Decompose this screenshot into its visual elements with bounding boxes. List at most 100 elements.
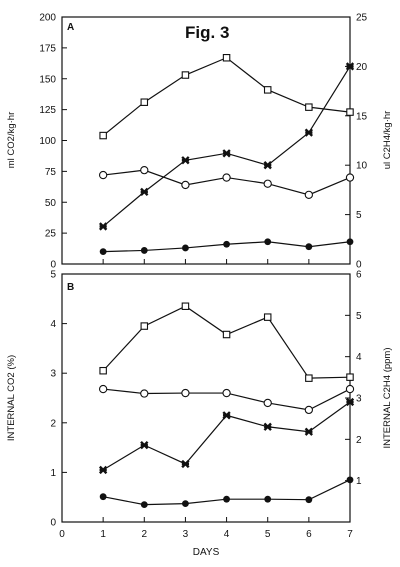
left-axis-tick-label: 100 [39, 136, 56, 147]
data-point [346, 238, 354, 246]
right-axis-tick-label: 0 [356, 260, 362, 271]
right-axis-tick-label: 15 [356, 111, 368, 122]
data-point [99, 131, 107, 140]
left-axis-tick-label: 5 [50, 270, 56, 281]
series-line [102, 401, 351, 471]
panel-a-plot: 0 25 50 75 100 125 150 175 200 0 5 10 15 20 25 [39, 13, 367, 271]
right-axis-tick-label: 4 [356, 352, 362, 363]
data-point [305, 374, 313, 382]
panel-b-left-axis-label: INTERNAL CO2 (%) [6, 355, 17, 441]
panel-b-plot: 0 1 2 3 4 5 1 2 3 4 5 6 0 1 2 3 4 5 6 7 [50, 270, 362, 541]
x-axis-tick-label: 5 [265, 529, 271, 540]
right-axis-tick-label: 2 [356, 435, 362, 446]
data-point [222, 149, 231, 158]
data-point [264, 238, 272, 246]
data-point [181, 302, 190, 310]
left-axis-tick-label: 25 [45, 229, 57, 240]
panel-a: A Fig. 3 ml CO2/kg·hr ul C2H4/kg·hr 0 25 5… [6, 13, 393, 271]
x-axis-tick-label: 0 [59, 529, 65, 540]
data-point [99, 248, 107, 256]
data-point [181, 459, 190, 469]
left-axis-tick-label: 0 [50, 518, 56, 529]
data-point [345, 397, 355, 407]
data-point [181, 180, 190, 190]
data-point [222, 411, 231, 420]
x-axis-tick-label: 3 [183, 529, 189, 540]
panel-b-letter: B [67, 282, 74, 293]
data-point [182, 500, 189, 508]
right-axis-tick-label: 5 [356, 311, 362, 322]
left-axis-tick-label: 4 [50, 319, 56, 330]
data-point [98, 465, 108, 475]
panel-a-letter: A [67, 22, 74, 33]
data-point [263, 422, 272, 431]
data-point [223, 495, 230, 503]
left-axis-tick-label: 150 [39, 74, 56, 85]
data-point [346, 373, 354, 381]
data-point [140, 165, 149, 175]
right-axis-tick-label: 25 [356, 13, 368, 24]
left-axis-tick-label: 175 [39, 43, 56, 54]
data-point [263, 398, 272, 408]
data-point [304, 427, 314, 436]
panel-b-right-axis-label: INTERNAL C2H4 (ppm) [382, 347, 393, 448]
data-point [181, 388, 190, 398]
right-axis-tick-label: 3 [356, 394, 362, 405]
data-point [304, 405, 314, 415]
panel-b: B INTERNAL CO2 (%) INTERNAL C2H4 (ppm) 0… [6, 270, 393, 541]
data-point [98, 222, 108, 231]
data-point [305, 243, 313, 251]
data-point [222, 388, 231, 398]
left-axis-tick-label: 2 [50, 418, 56, 429]
figure-title: Fig. 3 [185, 23, 229, 42]
data-point [140, 187, 149, 197]
data-point [181, 156, 190, 165]
data-point [140, 322, 149, 330]
series-filled-circle [99, 238, 354, 256]
panel-a-right-axis-label: ul C2H4/kg·hr [382, 111, 393, 170]
right-axis-tick-label: 10 [356, 161, 368, 172]
data-point [304, 190, 314, 199]
data-point [264, 495, 272, 503]
left-axis-tick-label: 200 [39, 13, 56, 24]
x-axis-label: DAYS [193, 547, 220, 558]
data-point [98, 384, 108, 394]
data-point [263, 179, 272, 188]
series-open-square [99, 54, 354, 140]
data-point [304, 128, 314, 137]
right-axis-tick-label: 6 [356, 270, 362, 281]
left-axis-tick-label: 1 [50, 468, 56, 479]
data-point [346, 108, 354, 116]
data-point [99, 366, 107, 375]
data-point [99, 493, 107, 501]
data-point [346, 476, 354, 484]
panel-a-left-axis-label: ml CO2/kg·hr [6, 112, 17, 168]
left-axis-tick-label: 3 [50, 369, 56, 380]
series-line [102, 305, 351, 379]
data-point [263, 313, 272, 321]
left-axis-tick-label: 0 [50, 260, 56, 271]
series-filled-star [98, 62, 355, 231]
x-axis-tick-label: 2 [142, 529, 148, 540]
data-point [345, 384, 355, 394]
series-filled-star [98, 397, 355, 475]
data-point [182, 244, 189, 252]
x-axis-tick-label: 7 [347, 529, 353, 540]
data-point [140, 98, 149, 106]
data-point [140, 501, 148, 509]
right-axis-tick-label: 20 [356, 62, 368, 73]
x-axis-tick-label: 1 [100, 529, 106, 540]
data-point [140, 247, 148, 254]
x-axis-tick-label: 6 [306, 529, 312, 540]
right-axis-tick-label: 1 [356, 476, 362, 487]
data-point [140, 440, 149, 450]
data-point [305, 496, 313, 504]
data-point [223, 240, 230, 248]
data-point [263, 86, 272, 94]
series-line [102, 66, 351, 227]
series-line [102, 57, 351, 137]
data-point [345, 173, 355, 182]
x-axis-tick-label: 4 [224, 529, 230, 540]
left-axis-tick-label: 125 [39, 105, 56, 116]
